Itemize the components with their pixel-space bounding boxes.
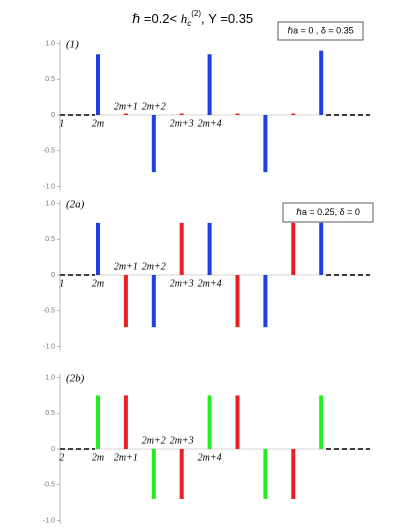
title-part: , Υ =0.35 xyxy=(201,11,253,26)
bar xyxy=(179,222,184,275)
bar xyxy=(179,449,184,499)
y-tick-label: 0.5 xyxy=(45,236,55,243)
title-part: c xyxy=(187,19,191,28)
panel-label: (2a) xyxy=(66,199,85,211)
x-tick-label: 2m+4 xyxy=(198,452,222,463)
bar xyxy=(263,275,268,328)
bar xyxy=(151,115,156,173)
bar xyxy=(151,275,156,328)
y-tick-label: 1.0 xyxy=(45,374,55,381)
bar xyxy=(291,222,296,275)
bar xyxy=(123,275,128,328)
bar xyxy=(291,113,296,115)
y-tick-label: 0.5 xyxy=(45,76,55,83)
bar xyxy=(179,113,184,115)
bar xyxy=(235,113,240,115)
x-tick-label: 2m+1 xyxy=(114,101,138,112)
title-part: (2) xyxy=(191,9,201,18)
bar xyxy=(96,395,100,449)
x-tick-label: 2m xyxy=(92,278,104,289)
annotation: ℏa = 0 , δ = 0.35 xyxy=(287,25,353,35)
x-tick-label: 1 xyxy=(59,278,64,289)
bar xyxy=(263,449,268,499)
y-tick-label: 0.5 xyxy=(45,410,55,417)
x-tick-label: 2m+4 xyxy=(198,118,222,129)
panel-label: (2b) xyxy=(66,373,85,385)
bar xyxy=(207,395,212,449)
bar xyxy=(291,449,296,499)
y-tick-label: -0.5 xyxy=(43,148,55,155)
bar xyxy=(96,222,100,275)
bar xyxy=(96,54,100,115)
x-tick-label: 2m+3 xyxy=(170,435,194,446)
y-tick-label: -1.0 xyxy=(43,183,55,190)
bar xyxy=(235,395,240,449)
bar xyxy=(123,113,128,115)
x-tick-label: 2m+1 xyxy=(114,261,138,272)
bar xyxy=(235,275,240,328)
y-tick-label: 0 xyxy=(51,112,55,119)
bar xyxy=(319,395,324,449)
annotation-box xyxy=(282,202,374,223)
bar xyxy=(207,54,212,115)
x-tick-label: 2m xyxy=(92,452,104,463)
y-tick-label: -1.0 xyxy=(43,517,55,524)
bar xyxy=(151,449,156,499)
y-tick-label: -0.5 xyxy=(43,482,55,489)
title-part: h xyxy=(181,11,188,26)
y-tick-label: -0.5 xyxy=(43,308,55,315)
x-tick-label: 2m+3 xyxy=(170,278,194,289)
bar xyxy=(319,222,324,275)
y-tick-label: -1.0 xyxy=(43,343,55,350)
x-tick-label: 2m xyxy=(92,118,104,129)
bar xyxy=(263,115,268,173)
bar xyxy=(123,395,128,449)
x-tick-label: 2m+1 xyxy=(114,452,138,463)
bar xyxy=(207,222,212,275)
annotation: ℏa = 0.25, δ = 0 xyxy=(296,207,360,217)
x-tick-label: 2m+2 xyxy=(142,435,166,446)
title-part: ℏ =0.2< xyxy=(132,11,181,26)
x-tick-label: 2m+4 xyxy=(198,278,222,289)
x-tick-label: 2m+2 xyxy=(142,101,166,112)
x-tick-label: 1 xyxy=(59,118,64,129)
x-tick-label: 2m+3 xyxy=(170,118,194,129)
annotation-box xyxy=(277,21,364,41)
y-tick-label: 1.0 xyxy=(45,40,55,47)
x-tick-label: 2m+2 xyxy=(142,261,166,272)
y-tick-label: 0 xyxy=(51,446,55,453)
x-tick-label: 2 xyxy=(59,452,64,463)
y-tick-label: 0 xyxy=(51,272,55,279)
chart-title: ℏ =0.2< hc(2), Υ =0.35 xyxy=(132,9,253,28)
bar xyxy=(319,50,324,115)
y-tick-label: 1.0 xyxy=(45,200,55,207)
panel-label: (1) xyxy=(66,39,79,51)
